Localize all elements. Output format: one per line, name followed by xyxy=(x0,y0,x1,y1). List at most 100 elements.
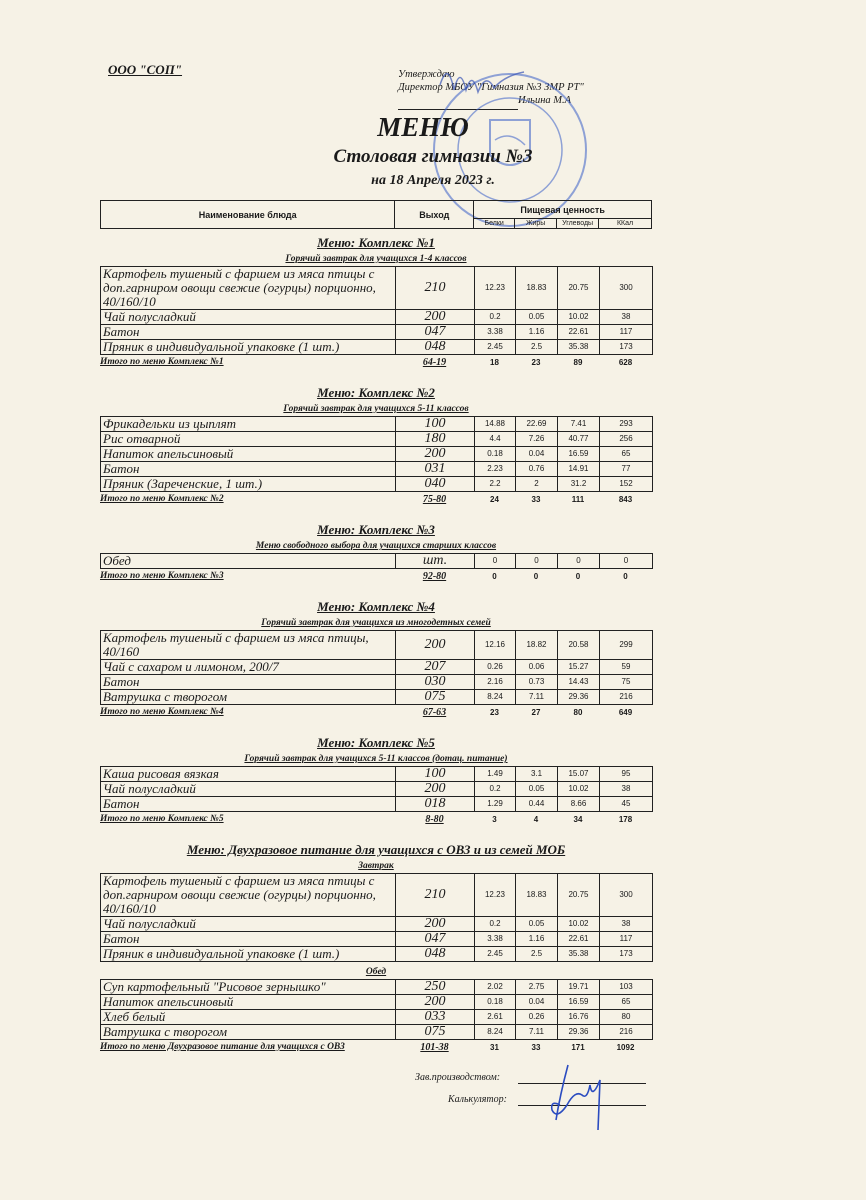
table-row: Батон 031 2.23 0.76 14.91 77 xyxy=(100,461,653,477)
protein-value: 8.24 xyxy=(474,1024,516,1040)
carbs-value: 29.36 xyxy=(557,689,600,705)
protein-value: 0.18 xyxy=(474,446,516,462)
dish-name: Пряник (Зареченские, 1 шт.) xyxy=(100,476,396,492)
dish-output: 180 xyxy=(395,431,475,447)
column-fat-header: Жиры xyxy=(514,218,558,229)
fat-value: 0.05 xyxy=(515,781,558,797)
dish-name: Каша рисовая вязкая xyxy=(100,766,396,782)
fat-value: 2.5 xyxy=(515,946,558,962)
approve-position: Директор МБОУ "Гимназия №3 ЗМР РТ" xyxy=(398,82,584,93)
menu-section: Меню: Комплекс №4 Горячий завтрак для уча… xyxy=(100,598,653,732)
column-kcal-header: ККал xyxy=(598,218,652,229)
section-title: Меню: Комплекс №1 xyxy=(317,235,435,250)
kcal-value: 299 xyxy=(599,630,653,660)
protein-value: 12.23 xyxy=(474,873,516,917)
dish-output: 200 xyxy=(395,309,475,325)
section-gap xyxy=(100,827,652,839)
dish-table: Картофель тушеный с фаршем из мяса птицы… xyxy=(100,630,653,705)
dish-output: 030 xyxy=(395,674,475,690)
total-kcal: 628 xyxy=(618,358,633,367)
dish-name: Напиток апельсиновый xyxy=(100,994,396,1010)
section-title: Меню: Комплекс №5 xyxy=(317,735,435,750)
table-row: Чай полусладкий 200 0.2 0.05 10.02 38 xyxy=(100,916,653,932)
table-row: Суп картофельный "Рисовое зернышко" 250 2.… xyxy=(100,979,653,995)
carbs-value: 10.02 xyxy=(557,781,600,797)
total-price: 101-38 xyxy=(420,1042,449,1053)
dish-name: Чай полусладкий xyxy=(100,781,396,797)
column-output-header: Выход xyxy=(394,200,475,229)
protein-value: 0.2 xyxy=(474,781,516,797)
total-kcal: 0 xyxy=(623,572,628,581)
dish-table: Картофель тушеный с фаршем из мяса птицы… xyxy=(100,873,653,962)
kcal-value: 117 xyxy=(599,324,653,340)
block-subtitle: Горячий завтрак для учащихся 5-11 классо… xyxy=(283,404,469,414)
dish-name: Фрикадельки из цыплят xyxy=(100,416,396,432)
fat-value: 3.1 xyxy=(515,766,558,782)
table-row: Картофель тушеный с фаршем из мяса птицы… xyxy=(100,266,653,310)
table-row: Батон 047 3.38 1.16 22.61 117 xyxy=(100,324,653,340)
carbs-value: 14.91 xyxy=(557,461,600,477)
dish-name: Батон xyxy=(100,324,396,340)
approve-label: Утверждаю xyxy=(398,69,455,80)
fat-value: 22.69 xyxy=(515,416,558,432)
dish-name: Картофель тушеный с фаршем из мяса птицы… xyxy=(100,630,396,660)
kcal-value: 216 xyxy=(599,689,653,705)
fat-value: 0.44 xyxy=(515,796,558,812)
dish-table: Обед шт. 0 0 0 0 xyxy=(100,553,653,569)
total-carbs: 80 xyxy=(573,708,583,717)
fat-value: 18.82 xyxy=(515,630,558,660)
protein-value: 14.88 xyxy=(474,416,516,432)
table-row: Батон 018 1.29 0.44 8.66 45 xyxy=(100,796,653,812)
carbs-value: 7.41 xyxy=(557,416,600,432)
fat-value: 0.05 xyxy=(515,309,558,325)
kcal-value: 256 xyxy=(599,431,653,447)
menu-content: Меню: Комплекс №1 Горячий завтрак для уча… xyxy=(100,232,653,1131)
menu-section: Меню: Комплекс №5 Горячий завтрак для уча… xyxy=(100,734,653,839)
total-price: 64-19 xyxy=(422,357,447,368)
section-title: Меню: Комплекс №2 xyxy=(317,385,435,400)
carbs-value: 35.38 xyxy=(557,946,600,962)
section-total-row: Итого по меню Комплекс №5 8-80 3 4 34 178 xyxy=(100,812,652,827)
column-header-table: Наименование блюда Выход Пищевая ценност… xyxy=(99,200,652,229)
total-fat: 33 xyxy=(531,495,541,504)
table-row: Напиток апельсиновый 200 0.18 0.04 16.59 65 xyxy=(100,994,653,1010)
block-subtitle: Горячий завтрак для учащихся 1-4 классов xyxy=(285,254,467,264)
carbs-value: 16.59 xyxy=(557,994,600,1010)
fat-value: 0.73 xyxy=(515,674,558,690)
total-carbs: 89 xyxy=(573,358,583,367)
kcal-value: 300 xyxy=(599,873,653,917)
kcal-value: 117 xyxy=(599,931,653,947)
table-row: Рис отварной 180 4.4 7.26 40.77 256 xyxy=(100,431,653,447)
kcal-value: 65 xyxy=(599,446,653,462)
fat-value: 7.26 xyxy=(515,431,558,447)
dish-table: Каша рисовая вязкая 100 1.49 3.1 15.07 95 Чай … xyxy=(100,766,653,812)
total-price: 75-80 xyxy=(422,494,447,505)
total-kcal: 178 xyxy=(618,815,633,824)
table-row: Напиток апельсиновый 200 0.18 0.04 16.59 65 xyxy=(100,446,653,462)
dish-output: 210 xyxy=(395,873,475,917)
total-kcal: 649 xyxy=(618,708,633,717)
approval-block: Утверждаю Директор МБОУ "Гимназия №3 ЗМР… xyxy=(398,68,584,107)
total-protein: 24 xyxy=(490,495,499,504)
menu-section: Меню: Комплекс №2 Горячий завтрак для уча… xyxy=(100,384,653,519)
kcal-value: 300 xyxy=(599,266,653,310)
dish-name: Пряник в индивидуальной упаковке (1 шт.) xyxy=(100,339,396,355)
kcal-value: 38 xyxy=(599,781,653,797)
total-fat: 4 xyxy=(533,815,539,824)
kcal-value: 95 xyxy=(599,766,653,782)
kcal-value: 103 xyxy=(599,979,653,995)
dish-name: Батон xyxy=(100,674,396,690)
fat-value: 7.11 xyxy=(515,689,558,705)
total-protein: 23 xyxy=(490,708,499,717)
column-carbs-header: Углеводы xyxy=(556,218,600,229)
dish-name: Чай полусладкий xyxy=(100,916,396,932)
table-row: Батон 030 2.16 0.73 14.43 75 xyxy=(100,674,653,690)
table-row: Фрикадельки из цыплят 100 14.88 22.69 7.41 29… xyxy=(100,416,653,432)
fat-value: 1.16 xyxy=(515,931,558,947)
column-nutrition-header: Пищевая ценность xyxy=(473,200,652,219)
dish-name: Картофель тушеный с фаршем из мяса птицы… xyxy=(100,873,396,917)
protein-value: 4.4 xyxy=(474,431,516,447)
dish-name: Чай с сахаром и лимоном, 200/7 xyxy=(100,659,396,675)
total-kcal: 843 xyxy=(618,495,633,504)
dish-output: 047 xyxy=(395,931,475,947)
